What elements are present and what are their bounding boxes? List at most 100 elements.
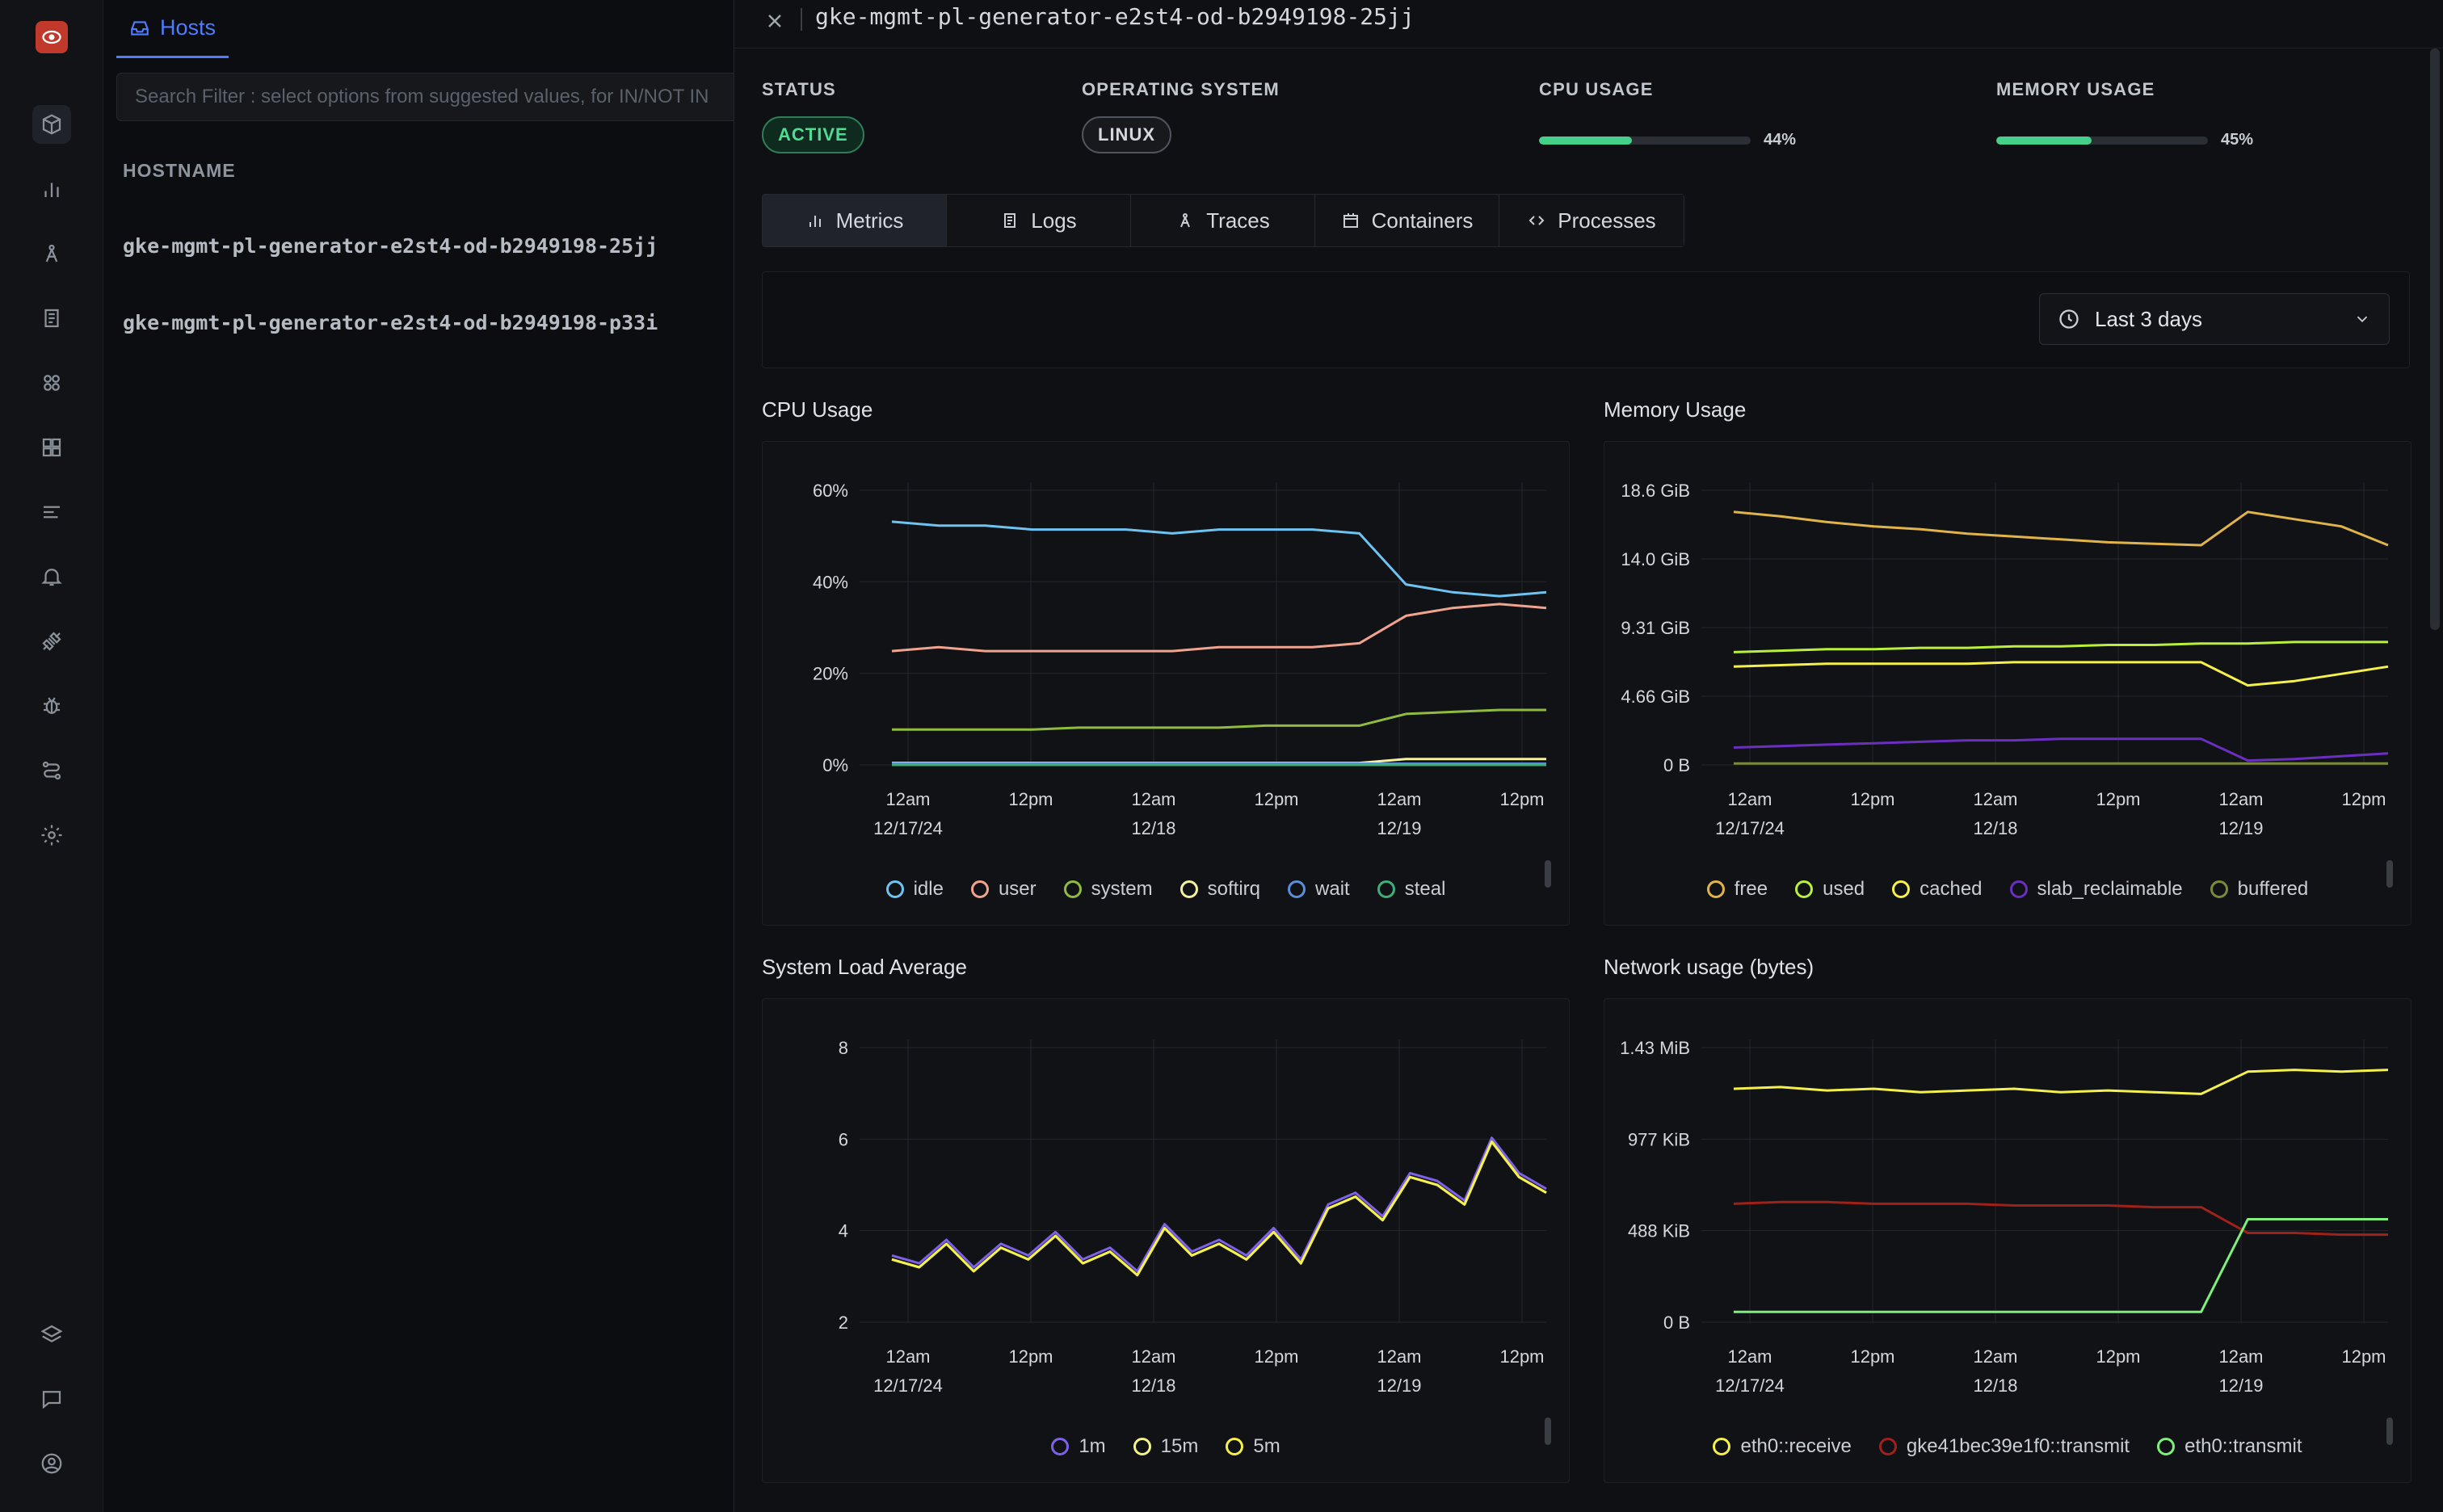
x-tick-label: 12pm [1008,1346,1053,1367]
x-tick-date: 12/18 [1131,818,1175,838]
series-line-eth0-receive[interactable] [1733,1069,2389,1095]
series-line-gke41bec39e1f0-transmit[interactable] [1733,1200,2388,1237]
chevron-down-icon [2357,316,2368,323]
legend-scrollbar[interactable] [2386,1418,2393,1445]
chart-title: Memory Usage [1604,397,1747,422]
services-icon[interactable] [32,363,71,402]
x-tick-label: 12pm [1499,1346,1544,1367]
legend-dot-icon [1133,1438,1151,1455]
series-line-system[interactable] [892,708,1546,731]
os-label: OPERATING SYSTEM [1082,79,1280,99]
series-line-15m[interactable] [891,1140,1547,1277]
series-line-used[interactable] [1733,640,2388,653]
legend-dot-icon [2157,1438,2176,1455]
legend-item[interactable]: softirq [1179,878,1260,901]
traces-icon [1180,213,1191,228]
series-line-user[interactable] [891,603,1547,653]
legend-dot-icon [1288,880,1306,898]
series-line-softirq[interactable] [892,758,1546,765]
search-filter-input[interactable]: Search Filter : select options from sugg… [116,73,763,121]
series-line-5m[interactable] [891,1140,1547,1277]
legend-item[interactable]: cached [1892,878,1983,901]
os-badge: LINUX [1082,116,1171,153]
cpu-usage-value: 44% [1764,131,1797,149]
legend-label: steal [1404,878,1446,900]
chart-icon[interactable] [32,170,71,208]
explorer-icon[interactable] [32,493,71,531]
legend-scrollbar[interactable] [1545,860,1551,888]
legend-item[interactable]: 1m [1051,1435,1106,1458]
legend-item[interactable]: idle [885,878,944,901]
x-tick-label: 12am [1377,1346,1421,1367]
legend-item[interactable]: buffered [2210,878,2308,901]
x-tick-label: 12am [1727,789,1772,809]
legend-label: cached [1920,878,1983,900]
chart-title: Network usage (bytes) [1604,955,1814,979]
host-row[interactable]: gke-mgmt-pl-generator-e2st4-od-b2949198-… [123,234,658,258]
legend-item[interactable]: free [1706,878,1768,901]
code-icon [1528,216,1545,225]
status-label: STATUS [762,79,836,99]
x-tick-label: 12pm [2341,789,2386,809]
legend-scrollbar[interactable] [1545,1418,1551,1445]
integrations-icon[interactable] [32,622,71,661]
series-line-eth0-transmit[interactable] [1734,1218,2388,1313]
legend-item[interactable]: slab_reclaimable [2009,878,2183,901]
memory-usage-fill [1996,136,2092,145]
legend-item[interactable]: user [970,878,1036,901]
legend-item[interactable]: wait [1288,878,1350,901]
settings-icon[interactable] [32,816,71,855]
x-tick-date: 12/17/24 [1715,818,1785,838]
cpu-usage-chart: 0% 20% 40% 60% 12am 12/17/24 12pm 12am 12/18 12pm… [762,441,1570,926]
host-row[interactable]: gke-mgmt-pl-generator-e2st4-od-b2949198-… [123,311,658,334]
host-detail-panel: gke-mgmt-pl-generator-e2st4-od-b2949198-… [734,0,2443,1512]
legend-item[interactable]: gke41bec39e1f0::transmit [1878,1435,2130,1458]
legend-scrollbar[interactable] [2386,860,2393,888]
pipelines-icon[interactable] [32,751,71,790]
legend-item[interactable]: eth0::transmit [2157,1435,2302,1458]
layers-icon[interactable] [32,1315,71,1354]
logs-icon [1004,213,1016,228]
legend-item[interactable]: used [1795,878,1865,901]
legend-item[interactable]: steal [1377,878,1446,901]
chat-icon[interactable] [32,1380,71,1418]
dashboards-icon[interactable] [32,428,71,467]
app-logo-icon[interactable] [36,21,68,53]
host-list: Hosts Search Filter : select options fro… [103,0,763,1512]
series-line-slab-reclaimable[interactable] [1733,737,2389,762]
series-line-1m[interactable] [891,1136,1547,1273]
network-usage-chart: 0 B 488 KiB 977 KiB 1.43 MiB 12am 12/17/24 12p… [1604,998,2411,1483]
y-tick-label: 488 KiB [1628,1221,1690,1241]
tab-logs[interactable]: Logs [947,195,1131,246]
hostname-column-header[interactable]: HOSTNAME [123,160,236,181]
legend-item[interactable]: 15m [1133,1435,1198,1458]
x-tick-label: 12pm [1499,789,1544,809]
tab-metrics[interactable]: Metrics [763,195,947,246]
legend-item[interactable]: 5m [1226,1435,1280,1458]
user-icon[interactable] [32,1444,71,1483]
alerts-icon[interactable] [32,557,71,596]
tab-traces[interactable]: Traces [1131,195,1315,246]
time-range-select[interactable]: Last 3 days [2039,293,2390,345]
tab-containers[interactable]: Containers [1315,195,1499,246]
y-tick-label: 20% [813,664,848,684]
series-line-free[interactable] [1733,510,2389,547]
logs-icon[interactable] [32,299,71,338]
x-tick-date: 12/17/24 [873,818,943,838]
traces-icon[interactable] [32,234,71,273]
system-load-chart: 2 4 6 8 12am 12/17/24 12pm 12am 12/18 12pm 12am 12/… [762,998,1570,1483]
series-line-cached[interactable] [1733,661,2389,687]
series-line-idle[interactable] [891,520,1547,598]
tab-processes[interactable]: Processes [1499,195,1684,246]
infrastructure-icon[interactable] [32,105,71,144]
y-tick-label: 977 KiB [1628,1129,1690,1149]
legend-item[interactable]: eth0::receive [1713,1435,1852,1458]
x-tick-label: 12pm [2096,789,2140,809]
hosts-tab[interactable]: Hosts [116,0,229,58]
memory-usage-bar [1996,136,2208,145]
x-tick-date: 12/18 [1973,818,2017,838]
panel-scrollbar[interactable] [2430,48,2440,630]
close-button[interactable] [759,5,791,37]
exceptions-icon[interactable] [32,687,71,725]
legend-item[interactable]: system [1063,878,1153,901]
